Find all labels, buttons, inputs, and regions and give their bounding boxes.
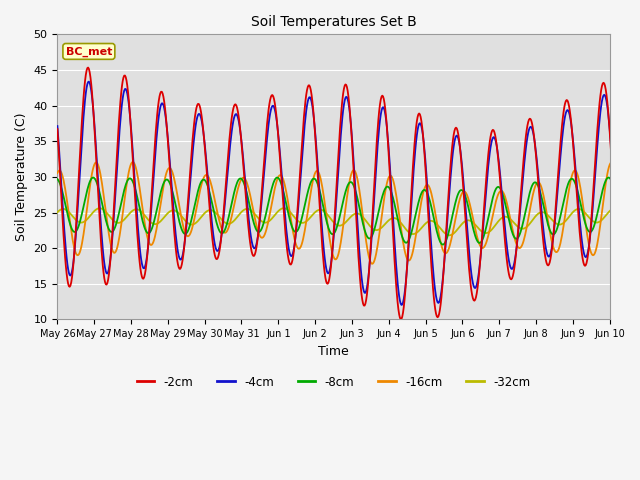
Title: Soil Temperatures Set B: Soil Temperatures Set B bbox=[251, 15, 417, 29]
-32cm bbox=[231, 217, 239, 223]
-2cm bbox=[283, 246, 291, 252]
-8cm bbox=[54, 176, 61, 182]
-32cm bbox=[260, 219, 268, 225]
-8cm bbox=[231, 187, 239, 193]
Legend: -2cm, -4cm, -8cm, -16cm, -32cm: -2cm, -4cm, -8cm, -16cm, -32cm bbox=[132, 371, 535, 393]
Y-axis label: Soil Temperature (C): Soil Temperature (C) bbox=[15, 113, 28, 241]
-4cm bbox=[124, 91, 131, 96]
-4cm bbox=[54, 123, 61, 129]
-32cm bbox=[54, 209, 61, 215]
-16cm bbox=[54, 170, 61, 176]
-4cm bbox=[415, 123, 422, 129]
-16cm bbox=[369, 261, 376, 267]
Line: -16cm: -16cm bbox=[58, 162, 640, 264]
-4cm bbox=[397, 302, 405, 308]
-32cm bbox=[413, 229, 421, 235]
-16cm bbox=[232, 196, 239, 202]
-32cm bbox=[447, 232, 455, 238]
-16cm bbox=[447, 236, 455, 242]
-32cm bbox=[280, 205, 288, 211]
-2cm bbox=[415, 111, 422, 117]
-2cm bbox=[447, 152, 455, 158]
-4cm bbox=[85, 79, 93, 84]
-2cm bbox=[54, 126, 61, 132]
Line: -4cm: -4cm bbox=[58, 82, 640, 305]
-2cm bbox=[232, 101, 239, 107]
-2cm bbox=[124, 83, 131, 89]
-4cm bbox=[447, 165, 455, 170]
Text: BC_met: BC_met bbox=[66, 46, 112, 57]
-8cm bbox=[260, 219, 268, 225]
-2cm bbox=[397, 316, 404, 322]
-16cm bbox=[129, 159, 136, 165]
-4cm bbox=[261, 161, 269, 167]
-8cm bbox=[273, 175, 281, 180]
-8cm bbox=[447, 218, 455, 224]
-4cm bbox=[232, 111, 239, 117]
-8cm bbox=[123, 180, 131, 186]
Line: -8cm: -8cm bbox=[58, 178, 640, 245]
-16cm bbox=[123, 182, 131, 188]
-8cm bbox=[283, 205, 291, 211]
-16cm bbox=[415, 216, 422, 222]
-32cm bbox=[283, 206, 291, 212]
-2cm bbox=[84, 65, 92, 71]
Line: -32cm: -32cm bbox=[58, 208, 640, 235]
-8cm bbox=[439, 242, 447, 248]
-2cm bbox=[261, 148, 269, 154]
Line: -2cm: -2cm bbox=[58, 68, 640, 319]
-32cm bbox=[123, 214, 131, 220]
-8cm bbox=[413, 203, 421, 209]
-16cm bbox=[283, 193, 291, 199]
X-axis label: Time: Time bbox=[318, 345, 349, 358]
-4cm bbox=[283, 233, 291, 239]
-16cm bbox=[261, 231, 269, 237]
-32cm bbox=[445, 232, 453, 238]
